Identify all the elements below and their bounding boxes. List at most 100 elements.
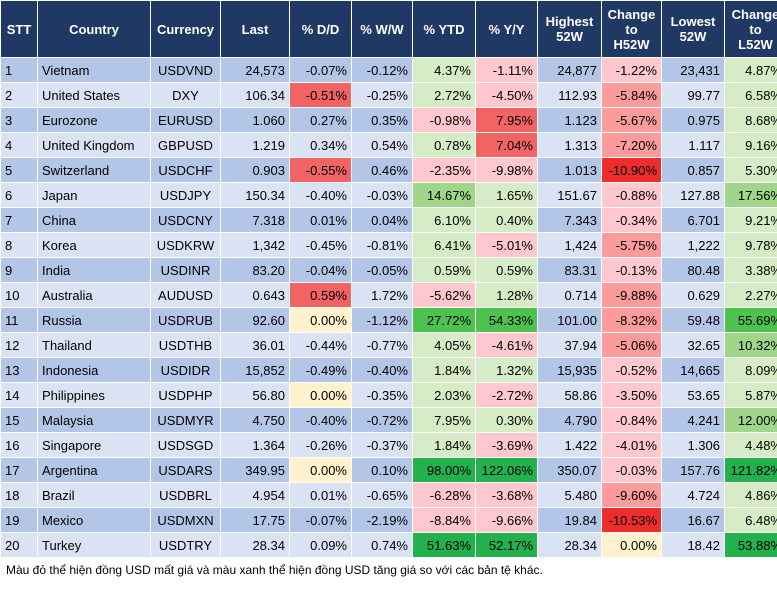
cell-currency: EURUSD bbox=[150, 107, 221, 133]
cell-low52: 16.67 bbox=[661, 507, 725, 533]
cell-yy: -1.11% bbox=[475, 57, 538, 83]
cell-stt: 5 bbox=[0, 157, 38, 183]
cell-stt: 13 bbox=[0, 357, 38, 383]
cell-chg-h52: -5.75% bbox=[601, 232, 662, 258]
cell-stt: 1 bbox=[0, 57, 38, 83]
cell-last: 0.643 bbox=[220, 282, 290, 308]
cell-dd: -0.49% bbox=[289, 357, 352, 383]
cell-chg-l52: 4.87% bbox=[724, 57, 777, 83]
cell-yy: -4.61% bbox=[475, 332, 538, 358]
cell-low52: 0.975 bbox=[661, 107, 725, 133]
cell-last: 24,573 bbox=[220, 57, 290, 83]
cell-dd: -0.07% bbox=[289, 507, 352, 533]
cell-currency: USDKRW bbox=[150, 232, 221, 258]
cell-chg-h52: -8.32% bbox=[601, 307, 662, 333]
cell-ytd: 4.05% bbox=[412, 332, 476, 358]
cell-yy: -3.69% bbox=[475, 432, 538, 458]
cell-dd: 0.01% bbox=[289, 482, 352, 508]
cell-last: 1.060 bbox=[220, 107, 290, 133]
cell-ytd: 51.63% bbox=[412, 532, 476, 558]
cell-country: Japan bbox=[37, 182, 151, 208]
cell-ww: -1.12% bbox=[351, 307, 413, 333]
cell-ww: -0.72% bbox=[351, 407, 413, 433]
cell-dd: 0.59% bbox=[289, 282, 352, 308]
cell-chg-h52: 0.00% bbox=[601, 532, 662, 558]
cell-high52: 1.123 bbox=[537, 107, 602, 133]
cell-dd: 0.01% bbox=[289, 207, 352, 233]
cell-stt: 4 bbox=[0, 132, 38, 158]
cell-high52: 7.343 bbox=[537, 207, 602, 233]
cell-dd: -0.51% bbox=[289, 82, 352, 108]
table-row: 14 Philippines USDPHP 56.80 0.00% -0.35% 2.03%… bbox=[0, 382, 777, 408]
cell-stt: 20 bbox=[0, 532, 38, 558]
cell-country: Brazil bbox=[37, 482, 151, 508]
cell-low52: 1,222 bbox=[661, 232, 725, 258]
cell-chg-l52: 8.09% bbox=[724, 357, 777, 383]
cell-dd: -0.45% bbox=[289, 232, 352, 258]
cell-ww: -0.12% bbox=[351, 57, 413, 83]
cell-dd: 0.09% bbox=[289, 532, 352, 558]
cell-ww: 0.46% bbox=[351, 157, 413, 183]
cell-high52: 19.84 bbox=[537, 507, 602, 533]
cell-currency: USDCHF bbox=[150, 157, 221, 183]
cell-chg-l52: 9.21% bbox=[724, 207, 777, 233]
cell-dd: -0.44% bbox=[289, 332, 352, 358]
cell-ytd: 4.37% bbox=[412, 57, 476, 83]
cell-ww: -0.81% bbox=[351, 232, 413, 258]
header-yy: % Y/Y bbox=[475, 0, 538, 58]
cell-high52: 37.94 bbox=[537, 332, 602, 358]
cell-currency: USDBRL bbox=[150, 482, 221, 508]
cell-ww: -0.37% bbox=[351, 432, 413, 458]
cell-country: Indonesia bbox=[37, 357, 151, 383]
cell-country: Australia bbox=[37, 282, 151, 308]
cell-chg-l52: 10.32% bbox=[724, 332, 777, 358]
cell-ww: -0.40% bbox=[351, 357, 413, 383]
cell-chg-h52: -4.01% bbox=[601, 432, 662, 458]
cell-last: 150.34 bbox=[220, 182, 290, 208]
cell-ytd: 6.41% bbox=[412, 232, 476, 258]
cell-chg-h52: -1.22% bbox=[601, 57, 662, 83]
cell-low52: 59.48 bbox=[661, 307, 725, 333]
cell-country: Switzerland bbox=[37, 157, 151, 183]
cell-chg-l52: 9.78% bbox=[724, 232, 777, 258]
table-row: 9 India USDINR 83.20 -0.04% -0.05% 0.59% 0.59% 8… bbox=[0, 257, 777, 283]
table-row: 7 China USDCNY 7.318 0.01% 0.04% 6.10% 0.40% 7.3… bbox=[0, 207, 777, 233]
cell-last: 83.20 bbox=[220, 257, 290, 283]
cell-currency: USDTHB bbox=[150, 332, 221, 358]
cell-country: Vietnam bbox=[37, 57, 151, 83]
cell-low52: 6.701 bbox=[661, 207, 725, 233]
cell-low52: 99.77 bbox=[661, 82, 725, 108]
cell-ww: 0.04% bbox=[351, 207, 413, 233]
cell-low52: 157.76 bbox=[661, 457, 725, 483]
cell-dd: 0.00% bbox=[289, 457, 352, 483]
table-row: 11 Russia USDRUB 92.60 0.00% -1.12% 27.72% 54.3… bbox=[0, 307, 777, 333]
cell-low52: 4.724 bbox=[661, 482, 725, 508]
cell-high52: 0.714 bbox=[537, 282, 602, 308]
cell-last: 1,342 bbox=[220, 232, 290, 258]
cell-chg-h52: -5.67% bbox=[601, 107, 662, 133]
cell-ytd: 0.59% bbox=[412, 257, 476, 283]
cell-ww: -0.35% bbox=[351, 382, 413, 408]
cell-ww: -0.05% bbox=[351, 257, 413, 283]
cell-chg-h52: -5.06% bbox=[601, 332, 662, 358]
cell-high52: 4.790 bbox=[537, 407, 602, 433]
cell-low52: 4.241 bbox=[661, 407, 725, 433]
cell-country: Thailand bbox=[37, 332, 151, 358]
cell-currency: USDCNY bbox=[150, 207, 221, 233]
table-row: 20 Turkey USDTRY 28.34 0.09% 0.74% 51.63% 52.17… bbox=[0, 532, 777, 558]
cell-ytd: -5.62% bbox=[412, 282, 476, 308]
cell-country: Malaysia bbox=[37, 407, 151, 433]
cell-stt: 12 bbox=[0, 332, 38, 358]
header-high52: Highest 52W bbox=[537, 0, 602, 58]
cell-yy: -9.66% bbox=[475, 507, 538, 533]
cell-yy: -3.68% bbox=[475, 482, 538, 508]
cell-yy: -4.50% bbox=[475, 82, 538, 108]
cell-low52: 1.117 bbox=[661, 132, 725, 158]
cell-high52: 1.313 bbox=[537, 132, 602, 158]
cell-currency: GBPUSD bbox=[150, 132, 221, 158]
cell-low52: 18.42 bbox=[661, 532, 725, 558]
cell-dd: -0.26% bbox=[289, 432, 352, 458]
cell-stt: 6 bbox=[0, 182, 38, 208]
cell-last: 1.364 bbox=[220, 432, 290, 458]
cell-high52: 151.67 bbox=[537, 182, 602, 208]
